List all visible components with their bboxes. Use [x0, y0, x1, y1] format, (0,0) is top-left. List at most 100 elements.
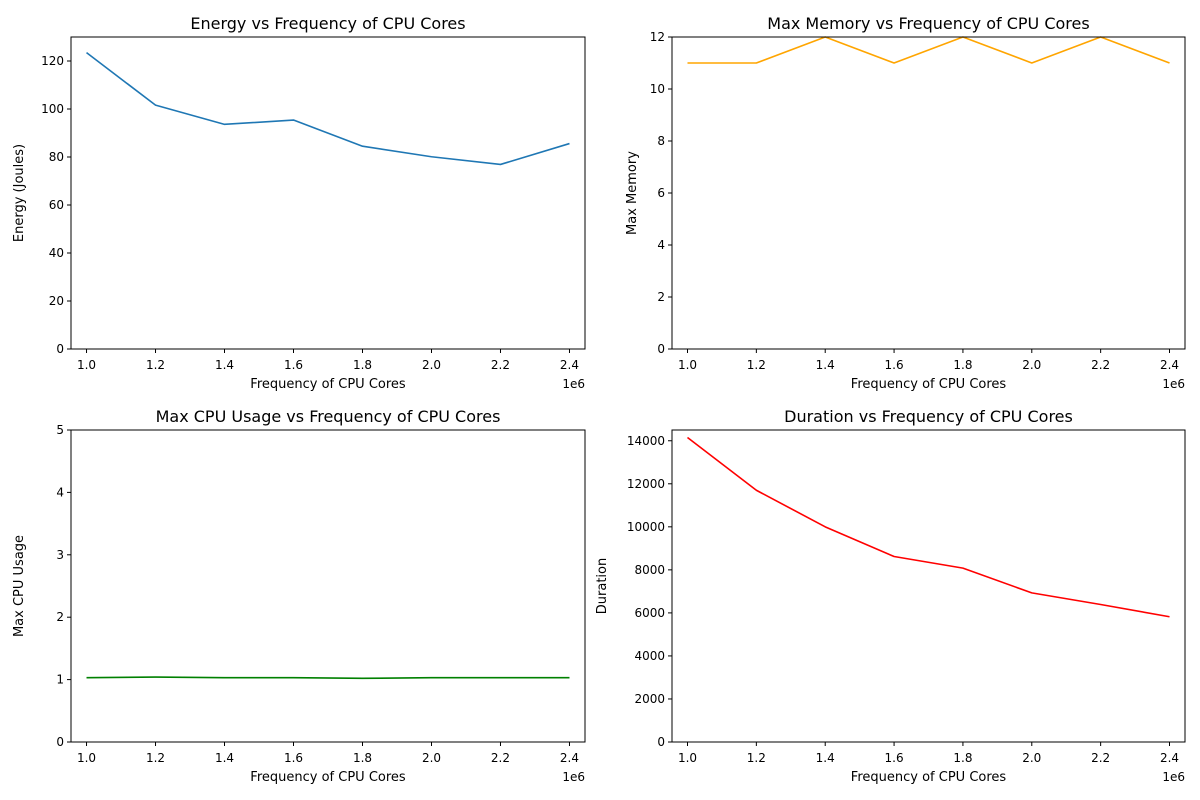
x-tick-label: 1.4	[816, 751, 835, 765]
plot-frame	[70, 429, 586, 743]
chart-title: Max CPU Usage vs Frequency of CPU Cores	[156, 407, 501, 426]
x-tick-label: 2.2	[491, 358, 510, 372]
y-tick-label: 1	[56, 673, 64, 687]
data-point	[756, 62, 758, 64]
x-tick-label: 1.6	[284, 358, 303, 372]
x-tick-label: 2.0	[422, 751, 441, 765]
y-tick-label: 3	[56, 548, 64, 562]
x-tick-label: 1.4	[215, 358, 234, 372]
series-line	[86, 676, 570, 680]
data-point	[1031, 62, 1033, 64]
y-tick-label: 2000	[634, 692, 665, 706]
x-tick-label: 1.4	[215, 751, 234, 765]
data-point	[224, 124, 226, 126]
chart-panel-3: Max CPU Usage vs Frequency of CPU Cores 1…	[12, 407, 586, 785]
y-axis-label: Max Memory	[625, 151, 640, 235]
x-tick-label: 2.4	[1160, 358, 1179, 372]
data-point	[569, 143, 571, 145]
x-tick-label: 1.0	[678, 358, 697, 372]
y-tick-label: 0	[56, 342, 64, 356]
y-tick-label: 120	[41, 54, 64, 68]
data-point	[1169, 616, 1171, 618]
plot-frame	[70, 36, 586, 350]
data-point	[293, 119, 295, 121]
data-point	[569, 677, 571, 679]
data-point	[86, 52, 88, 54]
data-point	[893, 556, 895, 558]
data-point	[893, 62, 895, 64]
x-tick-label: 2.2	[1091, 751, 1110, 765]
chart-panel-4: Duration vs Frequency of CPU Cores 1.0 1.2…	[595, 407, 1186, 785]
x-offset-label: 1e6	[562, 377, 585, 391]
y-tick-label: 20	[49, 294, 64, 308]
x-tick-label: 2.0	[1022, 751, 1041, 765]
data-point	[962, 567, 964, 569]
y-tick-label: 12	[650, 30, 665, 44]
x-axis-label: Frequency of CPU Cores	[851, 377, 1007, 392]
y-tick-label: 6	[657, 186, 665, 200]
x-tick-label: 1.6	[284, 751, 303, 765]
y-tick-label: 60	[49, 198, 64, 212]
y-tick-label: 8	[657, 134, 665, 148]
chart-title: Energy vs Frequency of CPU Cores	[190, 14, 465, 33]
x-tick-label: 2.4	[560, 751, 579, 765]
x-tick-label: 1.4	[816, 358, 835, 372]
y-tick-label: 80	[49, 150, 64, 164]
data-point	[1169, 62, 1171, 64]
x-tick-label: 1.6	[885, 358, 904, 372]
y-tick-label: 10	[650, 82, 665, 96]
data-point	[500, 164, 502, 166]
x-axis-label: Frequency of CPU Cores	[851, 770, 1007, 785]
plot-frame	[671, 429, 1186, 743]
data-point	[431, 156, 433, 158]
y-tick-label: 2	[56, 610, 64, 624]
x-tick-label: 2.4	[560, 358, 579, 372]
chart-panel-1: Energy vs Frequency of CPU Cores 1.0 1.2 1.…	[12, 14, 586, 392]
y-tick-label: 0	[56, 735, 64, 749]
y-tick-label: 14000	[627, 434, 665, 448]
data-point	[362, 145, 364, 147]
y-tick-label: 6000	[634, 606, 665, 620]
y-axis-label: Max CPU Usage	[12, 535, 27, 637]
chart-title: Max Memory vs Frequency of CPU Cores	[767, 14, 1089, 33]
x-tick-label: 1.6	[885, 751, 904, 765]
data-point	[687, 437, 689, 439]
data-point	[500, 677, 502, 679]
y-tick-label: 8000	[634, 563, 665, 577]
x-tick-label: 1.8	[353, 358, 372, 372]
data-point	[86, 677, 88, 679]
y-tick-label: 4	[657, 238, 665, 252]
x-axis-label: Frequency of CPU Cores	[250, 377, 406, 392]
chart-title: Duration vs Frequency of CPU Cores	[784, 407, 1073, 426]
x-tick-label: 1.8	[953, 358, 972, 372]
x-offset-label: 1e6	[1162, 770, 1185, 784]
data-point	[155, 676, 157, 678]
x-tick-label: 2.2	[491, 751, 510, 765]
y-tick-label: 0	[657, 735, 665, 749]
x-axis-label: Frequency of CPU Cores	[250, 770, 406, 785]
data-point	[431, 677, 433, 679]
data-point	[1100, 604, 1102, 606]
y-tick-label: 4	[56, 485, 64, 499]
x-tick-label: 1.2	[146, 358, 165, 372]
x-offset-label: 1e6	[1162, 377, 1185, 391]
data-point	[824, 526, 826, 528]
data-point	[756, 489, 758, 491]
y-axis-label: Duration	[595, 558, 610, 614]
series-line	[86, 51, 570, 166]
y-tick-label: 40	[49, 246, 64, 260]
data-point	[362, 678, 364, 680]
x-tick-label: 1.2	[146, 751, 165, 765]
y-tick-label: 10000	[627, 520, 665, 534]
y-tick-label: 0	[657, 342, 665, 356]
data-point	[293, 677, 295, 679]
y-tick-label: 4000	[634, 649, 665, 663]
x-tick-label: 2.0	[422, 358, 441, 372]
data-point	[687, 62, 689, 64]
x-tick-label: 1.0	[678, 751, 697, 765]
x-tick-label: 2.2	[1091, 358, 1110, 372]
data-point	[155, 104, 157, 106]
y-tick-label: 12000	[627, 477, 665, 491]
x-tick-label: 1.8	[953, 751, 972, 765]
